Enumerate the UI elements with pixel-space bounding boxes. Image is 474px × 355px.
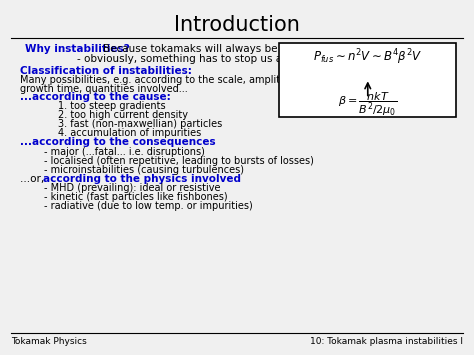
- Text: growth time, quantities involved...: growth time, quantities involved...: [20, 84, 188, 94]
- Text: according to the physics involved: according to the physics involved: [43, 174, 241, 184]
- FancyBboxPatch shape: [279, 43, 456, 117]
- Text: Tokamak Physics: Tokamak Physics: [11, 337, 87, 346]
- Text: - localised (often repetitive, leading to bursts of losses): - localised (often repetitive, leading t…: [44, 155, 314, 166]
- Text: - obviously, something has to stop us at some point.: - obviously, something has to stop us at…: [77, 54, 351, 64]
- Text: - major (...fatal... i.e. disruptions): - major (...fatal... i.e. disruptions): [44, 147, 205, 157]
- Text: - radiative (due to low temp. or impurities): - radiative (due to low temp. or impurit…: [44, 201, 253, 212]
- Text: 4. accumulation of impurities: 4. accumulation of impurities: [58, 128, 201, 138]
- Text: 1. too steep gradients: 1. too steep gradients: [58, 101, 165, 111]
- Text: Because tokamaks will always be pushed to the limits: Because tokamaks will always be pushed t…: [103, 44, 385, 54]
- Text: $\beta = \dfrac{nkT}{B^2/2\mu_0}$: $\beta = \dfrac{nkT}{B^2/2\mu_0}$: [338, 91, 397, 118]
- Text: Classification of instabilities:: Classification of instabilities:: [20, 66, 192, 76]
- Text: ...according to the cause:: ...according to the cause:: [20, 92, 171, 102]
- Text: - microinstabilities (causing turbulences): - microinstabilities (causing turbulence…: [44, 165, 244, 175]
- Text: ...according to the consequences: ...according to the consequences: [20, 137, 216, 147]
- Text: - MHD (prevailing): ideal or resistive: - MHD (prevailing): ideal or resistive: [44, 183, 220, 193]
- Text: ...or,: ...or,: [20, 174, 48, 184]
- Text: - kinetic (fast particles like fishbones): - kinetic (fast particles like fishbones…: [44, 192, 228, 202]
- Text: $P_{fus} \sim n^2V \sim B^4\beta^2 V$: $P_{fus} \sim n^2V \sim B^4\beta^2 V$: [313, 47, 422, 67]
- Text: Many possibilities, e.g. according to the scale, amplitude,: Many possibilities, e.g. according to th…: [20, 75, 302, 85]
- Text: Introduction: Introduction: [174, 16, 300, 36]
- Text: 10: Tokamak plasma instabilities I: 10: Tokamak plasma instabilities I: [310, 337, 463, 346]
- Text: Why instabilities?: Why instabilities?: [25, 44, 130, 54]
- Text: 2. too high current density: 2. too high current density: [58, 110, 188, 120]
- Text: 3. fast (non-maxwellian) particles: 3. fast (non-maxwellian) particles: [58, 119, 222, 129]
